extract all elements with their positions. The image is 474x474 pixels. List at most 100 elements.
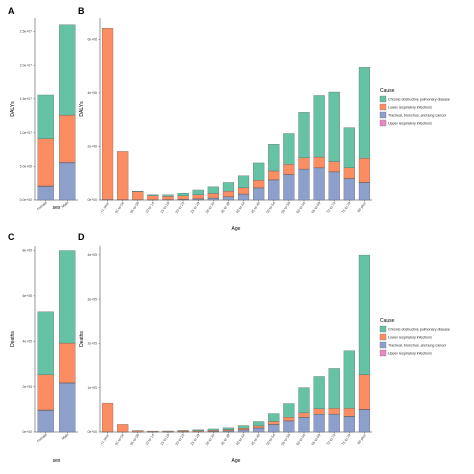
bar-segment-tracheal-bronchus-and-lung-cancer-45-to-49 bbox=[253, 187, 265, 201]
bar-segment-chronic-obstructive-pulmonary-disease-50-to-54 bbox=[268, 413, 280, 422]
x-tick-label-male: Male bbox=[61, 201, 70, 209]
bar-segment-tracheal-bronchus-and-lung-cancer-55-to-59 bbox=[283, 174, 295, 201]
bar-segment-lower-respiratory-infections-45-to-49 bbox=[253, 425, 265, 429]
legend-label-upper-respiratory-infections: Upper respiratory infections bbox=[388, 122, 432, 126]
bar-segment-lower-respiratory-infections-55-to-59 bbox=[283, 164, 295, 175]
bar-segment-lower-respiratory-infections-65-to-69 bbox=[313, 156, 325, 168]
bar-segment-chronic-obstructive-pulmonary-disease-75-to-79 bbox=[343, 350, 355, 409]
y-tick-label: 4e+06 bbox=[87, 91, 97, 95]
bar-segment-tracheal-bronchus-and-lung-cancer-65-to-69 bbox=[313, 414, 325, 433]
bar-segment-lower-respiratory-infections-50-to-54 bbox=[268, 170, 280, 180]
x-tick-label-50-to-54: 50 to 54 bbox=[265, 201, 276, 214]
bar-segment-chronic-obstructive-pulmonary-disease-80-plus bbox=[358, 254, 371, 375]
bar-segment-tracheal-bronchus-and-lung-cancer-40-to-44 bbox=[237, 193, 250, 201]
x-tick-label-30-to-34: 30 to 34 bbox=[205, 201, 216, 214]
y-tick-label: 2e+06 bbox=[87, 145, 97, 149]
bar-segment-lower-respiratory-infections-35-to-39 bbox=[222, 191, 235, 197]
x-tick-label-05-to-09: 05 to 09 bbox=[129, 201, 140, 214]
bar-segment-lower-respiratory-infections-1-year bbox=[101, 402, 114, 433]
x-tick-label-40-to-44: 40 to 44 bbox=[235, 433, 246, 446]
x-tick-label-60-to-64: 60 to 64 bbox=[296, 433, 307, 446]
bar-segment-tracheal-bronchus-and-lung-cancer-75-to-79 bbox=[343, 416, 355, 433]
bar-segment-lower-respiratory-infections-10-to-14 bbox=[147, 195, 159, 200]
y-tick-label: 0e+00 bbox=[87, 198, 97, 202]
y-tick-label: 8e+05 bbox=[22, 249, 32, 253]
y-tick-label: 1.5e+07 bbox=[20, 97, 32, 101]
bar-segment-lower-respiratory-infections-1-year bbox=[101, 28, 114, 200]
bar-segment-lower-respiratory-infections-75-to-79 bbox=[343, 167, 355, 179]
y-tick-label: 6e+05 bbox=[22, 294, 32, 298]
bar-segment-lower-respiratory-infections-60-to-64 bbox=[298, 412, 310, 418]
bar-segment-lower-respiratory-infections-55-to-59 bbox=[283, 417, 295, 421]
bar-segment-chronic-obstructive-pulmonary-disease-female bbox=[37, 94, 54, 139]
bar-segment-chronic-obstructive-pulmonary-disease-40-to-44 bbox=[237, 175, 250, 188]
x-tick-label-1-year: <1 year bbox=[100, 433, 111, 446]
bar-segment-chronic-obstructive-pulmonary-disease-35-to-39 bbox=[222, 427, 235, 430]
legend-swatch-chronic-obstructive-pulmonary-disease bbox=[379, 95, 387, 103]
bar-segment-chronic-obstructive-pulmonary-disease-30-to-34 bbox=[207, 428, 219, 431]
y-tick-label: 2e+05 bbox=[22, 385, 32, 389]
panel-b-dalys-by-age: 0e+00 2e+06 4e+06 6e+06 <1 year 01 to 04 05 to… bbox=[79, 18, 372, 232]
x-tick-label-20-to-24: 20 to 24 bbox=[175, 201, 186, 214]
x-tick-label-55-to-59: 55 to 59 bbox=[280, 201, 291, 214]
bar-segment-lower-respiratory-infections-60-to-64 bbox=[298, 157, 310, 170]
bar-segment-chronic-obstructive-pulmonary-disease-15-to-19 bbox=[162, 194, 174, 197]
x-tick-label-25-to-29: 25 to 29 bbox=[190, 201, 201, 214]
bar-segment-chronic-obstructive-pulmonary-disease-80-plus bbox=[358, 67, 371, 159]
bar-segment-tracheal-bronchus-and-lung-cancer-40-to-44 bbox=[237, 429, 250, 433]
x-tick-label-70-to-74: 70 to 74 bbox=[326, 433, 337, 446]
y-tick-label: 2.5e+07 bbox=[20, 30, 32, 34]
legend-top: Cause Chronic obstructive pulmonary disea… bbox=[379, 88, 450, 127]
bar-segment-tracheal-bronchus-and-lung-cancer-50-to-54 bbox=[268, 424, 280, 433]
x-tick-label-75-to-79: 75 to 79 bbox=[341, 433, 352, 446]
bar-segment-lower-respiratory-infections-01-to-04 bbox=[117, 151, 129, 200]
legend-swatch-upper-respiratory-infections bbox=[379, 349, 387, 357]
y-axis-title: DALYs bbox=[79, 101, 85, 117]
x-tick-label-80-plus: 80 plus bbox=[357, 201, 367, 213]
legend-label-chronic-obstructive-pulmonary-disease: Chronic obstructive pulmonary disease bbox=[388, 98, 450, 102]
x-axis-title: Age bbox=[232, 458, 241, 464]
bar-segment-lower-respiratory-infections-30-to-34 bbox=[207, 430, 219, 432]
bar-segment-lower-respiratory-infections-40-to-44 bbox=[237, 428, 250, 430]
legend-label-lower-respiratory-infections: Lower respiratory infections bbox=[388, 336, 432, 340]
plot-area bbox=[100, 18, 372, 200]
panel-letter-d: D bbox=[78, 232, 85, 242]
x-axis-title: sex bbox=[53, 458, 61, 464]
y-tick-label: 2e+05 bbox=[87, 342, 97, 346]
bar-segment-tracheal-bronchus-and-lung-cancer-female bbox=[37, 186, 54, 201]
y-axis-title: Deaths bbox=[79, 331, 85, 347]
bar-segment-chronic-obstructive-pulmonary-disease-male bbox=[59, 250, 76, 344]
legend-swatch-chronic-obstructive-pulmonary-disease bbox=[379, 325, 387, 333]
bar-segment-lower-respiratory-infections-70-to-74 bbox=[328, 161, 340, 172]
bar-segment-chronic-obstructive-pulmonary-disease-35-to-39 bbox=[222, 182, 235, 192]
bar-segment-chronic-obstructive-pulmonary-disease-25-to-29 bbox=[192, 429, 204, 431]
x-tick-label-45-to-49: 45 to 49 bbox=[250, 433, 261, 446]
y-tick-label: 4e+05 bbox=[22, 339, 32, 343]
panel-d-deaths-by-age: 0e+00 1e+05 2e+05 3e+05 4e+05 <1 year 01 to 04… bbox=[79, 246, 372, 464]
bar-segment-chronic-obstructive-pulmonary-disease-20-to-24 bbox=[177, 193, 189, 197]
legend-swatch-tracheal-bronchus-and-lung-cancer bbox=[379, 111, 387, 119]
bar-segment-tracheal-bronchus-and-lung-cancer-55-to-59 bbox=[283, 420, 295, 433]
bar-segment-tracheal-bronchus-and-lung-cancer-70-to-74 bbox=[328, 414, 340, 433]
legend-swatch-lower-respiratory-infections bbox=[379, 333, 387, 341]
bar-segment-chronic-obstructive-pulmonary-disease-25-to-29 bbox=[192, 189, 204, 195]
x-tick-label-10-to-14: 10 to 14 bbox=[144, 201, 155, 214]
legend-label-tracheal-bronchus-and-lung-cancer: Tracheal, bronchus, and lung cancer bbox=[388, 114, 447, 118]
bar-segment-tracheal-bronchus-and-lung-cancer-female bbox=[37, 410, 54, 433]
bar-segment-lower-respiratory-infections-80-plus bbox=[358, 374, 371, 410]
bar-segment-lower-respiratory-infections-25-to-29 bbox=[192, 194, 204, 199]
bar-segment-tracheal-bronchus-and-lung-cancer-male bbox=[59, 162, 76, 201]
bar-segment-chronic-obstructive-pulmonary-disease-50-to-54 bbox=[268, 144, 280, 172]
x-axis-title: sex bbox=[53, 205, 61, 211]
bar-segment-tracheal-bronchus-and-lung-cancer-60-to-64 bbox=[298, 169, 310, 201]
y-tick-label: 1.0e+07 bbox=[20, 131, 32, 135]
legend-label-tracheal-bronchus-and-lung-cancer: Tracheal, bronchus, and lung cancer bbox=[388, 344, 447, 348]
legend-label-upper-respiratory-infections: Upper respiratory infections bbox=[388, 352, 432, 356]
x-tick-label-10-to-14: 10 to 14 bbox=[144, 433, 155, 446]
bar-segment-tracheal-bronchus-and-lung-cancer-65-to-69 bbox=[313, 167, 325, 201]
y-tick-label: 1e+05 bbox=[87, 386, 97, 390]
bar-segment-chronic-obstructive-pulmonary-disease-70-to-74 bbox=[328, 368, 340, 409]
x-tick-label-50-to-54: 50 to 54 bbox=[265, 433, 276, 446]
bar-segment-lower-respiratory-infections-male bbox=[59, 114, 76, 163]
legend-swatch-lower-respiratory-infections bbox=[379, 103, 387, 111]
